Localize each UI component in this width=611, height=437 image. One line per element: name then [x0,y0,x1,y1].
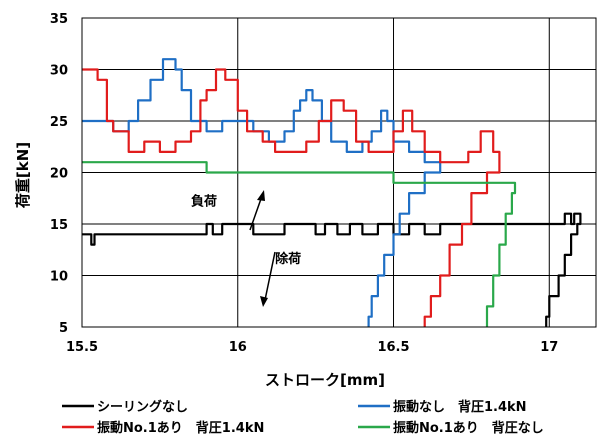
y-tick-label: 25 [50,115,68,130]
x-tick-label: 16.5 [377,340,409,355]
y-tick-label: 20 [50,167,68,182]
legend-item-0: シーリングなし [62,399,188,415]
legend-label-2: 振動No.1あり 背圧1.4kN [97,420,264,436]
series-layer [82,58,582,327]
series-line-0 [82,212,582,327]
legend-item-2: 振動No.1あり 背圧1.4kN [62,420,264,436]
y-tick-label: 5 [59,321,68,336]
legend-label-1: 振動なし 背圧1.4kN [393,399,527,415]
plot-border [81,17,597,328]
x-axis-title: ストローク[mm] [265,371,385,389]
y-tick-label: 30 [50,64,68,79]
series-line-3 [82,161,517,327]
arrow-unload [260,251,276,307]
series-line-2 [82,68,501,327]
legend-label-0: シーリングなし [97,399,188,415]
x-tick-label: 16 [229,340,247,355]
legend-item-3: 振動No.1あり 背圧なし [358,420,544,436]
x-tick-label: 17 [540,340,558,355]
annotation-unload: 除荷 [275,251,301,267]
arrow-load [249,190,265,231]
y-tick-label: 15 [50,218,68,233]
y-tick-label: 35 [50,12,68,27]
annotation-load: 負荷 [191,193,217,209]
y-axis-title: 荷重[kN] [14,142,32,208]
legend-label-3: 振動No.1あり 背圧なし [393,420,544,436]
y-tick-label: 10 [50,270,68,285]
legend-item-1: 振動なし 背圧1.4kN [358,399,527,415]
legend: シーリングなし 振動なし 背圧1.4kN 振動No.1あり 背圧1.4kN 振動… [62,399,544,436]
series-line-1 [82,58,442,327]
tick-labels: 5 10 15 20 25 30 35 15.5 16 16.5 17 [50,12,558,355]
x-tick-label: 15.5 [66,340,98,355]
